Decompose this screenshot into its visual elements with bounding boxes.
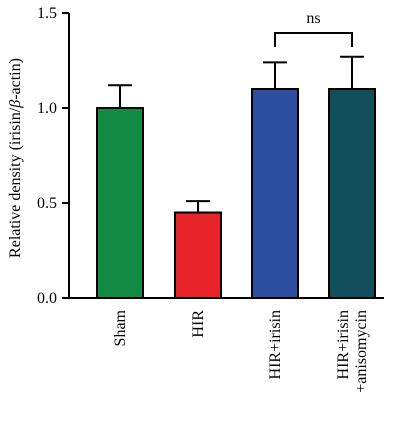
significance-label: ns (306, 10, 320, 27)
x-tick-labels: Sham HIR HIR+irisin HIR+irisin +anisomycin (112, 309, 370, 392)
x-tick-label: HIR+irisin (335, 310, 352, 379)
bar (328, 88, 376, 299)
x-tick-label: HIR+irisin (267, 310, 284, 379)
y-axis-label: Relative density (irisin/β-actin) (7, 58, 24, 258)
x-tick-label: +anisomycin (353, 310, 370, 393)
bars-group (96, 88, 376, 299)
y-tick-label: 0.0 (37, 290, 57, 307)
y-tick-label: 0.5 (37, 195, 57, 212)
x-tick-label: Sham (112, 309, 129, 346)
error-bars-group (108, 55, 364, 213)
bar (251, 88, 299, 299)
significance-bracket (274, 32, 353, 47)
y-axis-label-main: Relative density (irisin/ (7, 107, 24, 258)
y-tick-label: 1.5 (37, 5, 57, 22)
y-axis-label-end: -actin) (7, 58, 24, 100)
bar (96, 107, 144, 299)
y-tick-label: 1.0 (37, 100, 57, 117)
bar (174, 211, 222, 299)
x-tick-label: HIR (190, 310, 207, 338)
significance-annotation: ns (274, 10, 353, 47)
y-axis-label-beta: β (7, 100, 24, 109)
